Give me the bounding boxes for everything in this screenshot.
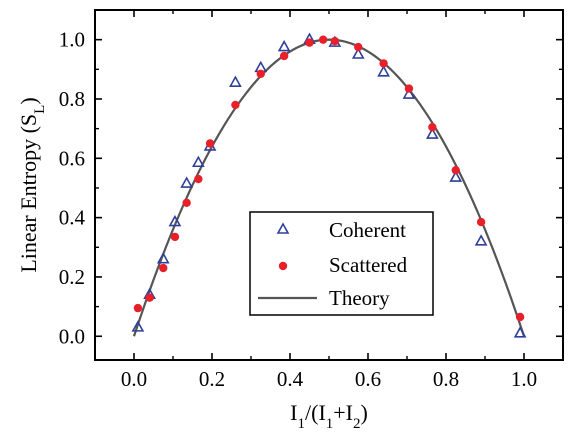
y-tick-label: 0.0 xyxy=(59,324,85,348)
scattered-point xyxy=(182,198,191,207)
coherent-point xyxy=(513,326,527,338)
scattered-point xyxy=(133,303,143,313)
scattered-point xyxy=(231,100,240,110)
y-tick-label: 1.0 xyxy=(59,28,85,52)
x-tick-label: 0.0 xyxy=(121,367,147,391)
scattered-point xyxy=(330,36,340,46)
x-tick-label: 0.6 xyxy=(355,367,381,391)
coherent-point xyxy=(474,234,488,246)
scattered-point xyxy=(170,232,180,242)
scattered-point xyxy=(256,69,265,78)
x-tick-label: 0.2 xyxy=(199,367,225,391)
scattered-point xyxy=(205,139,215,148)
legend-label-theory: Theory xyxy=(329,286,390,310)
coherent-point xyxy=(180,176,194,188)
coherent-point xyxy=(449,170,463,182)
y-tick-labels: 0.0 0.2 0.4 0.6 0.8 1.0 xyxy=(59,28,86,349)
scattered-point xyxy=(515,312,525,322)
scattered-point xyxy=(428,122,437,132)
coherent-point xyxy=(191,155,205,168)
y-tick-label: 0.4 xyxy=(59,206,86,230)
y-tick-label: 0.6 xyxy=(59,146,85,170)
scattered-point xyxy=(451,165,460,175)
x-axis-title: I1/(I1+I2) xyxy=(290,400,368,432)
coherent-series xyxy=(131,32,527,338)
scattered-point xyxy=(194,174,203,184)
scattered-series xyxy=(133,35,525,322)
y-tick-label: 0.2 xyxy=(59,265,85,289)
scattered-point xyxy=(404,84,414,93)
legend-label-coherent: Coherent xyxy=(329,218,406,242)
legend-circle-icon xyxy=(278,261,288,271)
y-axis-title: Linear Entropy (SL) xyxy=(16,97,48,272)
x-tick-label: 1.0 xyxy=(511,367,537,391)
scattered-point xyxy=(379,59,388,68)
x-tick-label: 0.8 xyxy=(433,367,459,391)
scattered-point xyxy=(159,263,168,273)
scattered-point xyxy=(279,51,289,61)
scattered-point xyxy=(145,293,154,302)
x-tick-labels: 0.0 0.2 0.4 0.6 0.8 1.0 xyxy=(121,367,537,391)
scattered-point xyxy=(354,42,363,52)
legend-label-scattered: Scattered xyxy=(329,253,408,277)
axis-ticks xyxy=(95,10,563,360)
x-tick-label: 0.4 xyxy=(277,367,304,391)
coherent-point xyxy=(131,320,145,332)
coherent-point xyxy=(425,127,439,139)
legend-triangle-icon xyxy=(276,222,290,234)
scattered-point xyxy=(476,217,486,227)
legend: Coherent Scattered Theory xyxy=(249,211,434,316)
coherent-point xyxy=(351,47,365,59)
scattered-point xyxy=(318,35,328,44)
scattered-point xyxy=(305,38,314,47)
coherent-point xyxy=(402,87,416,99)
coherent-point xyxy=(377,65,390,77)
y-tick-label: 0.8 xyxy=(59,87,85,111)
coherent-point xyxy=(277,39,291,52)
coherent-point xyxy=(168,214,182,227)
coherent-point xyxy=(229,75,242,87)
coherent-point xyxy=(156,252,170,264)
